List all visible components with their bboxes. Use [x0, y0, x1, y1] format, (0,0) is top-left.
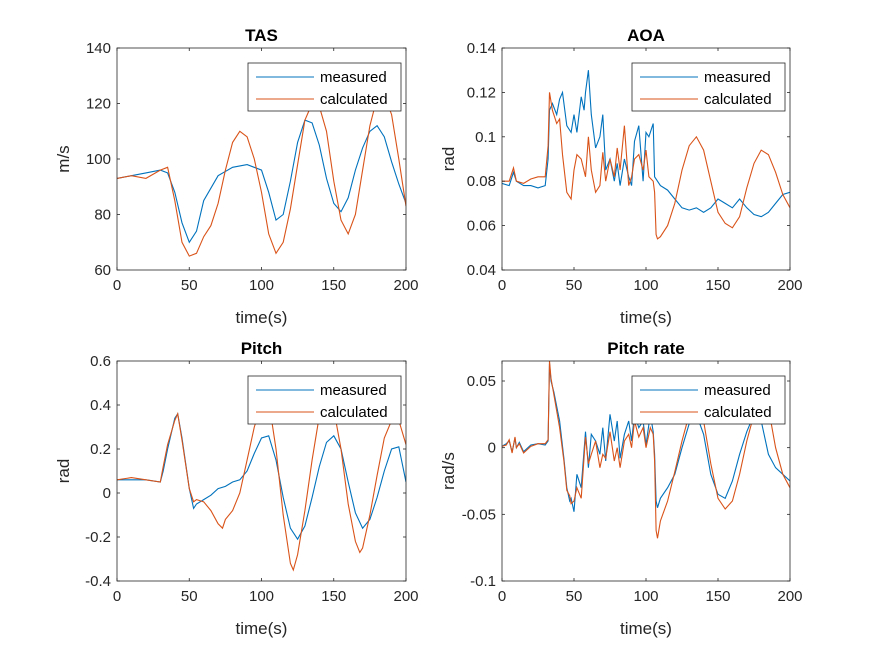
y-tick-label: 80: [94, 207, 111, 224]
y-tick-label: 0.6: [90, 353, 111, 370]
y-tick-label: -0.05: [462, 506, 496, 523]
panel-3: 0 50 100 150 200 -0.1 -0.05 0 0.05 Pitch rate time…: [439, 339, 803, 638]
x-tick-label: 50: [566, 277, 583, 294]
legend: measured calculated: [631, 62, 786, 112]
series-line-calculated: [502, 361, 790, 539]
chart-title: Pitch: [241, 339, 283, 358]
x-tick-label: 100: [633, 277, 658, 294]
x-tick-label: 200: [393, 277, 418, 294]
y-axis-label: m/s: [54, 145, 73, 172]
series-line-calculated: [502, 92, 790, 240]
x-tick-label: 150: [321, 277, 346, 294]
y-tick-label: 0: [488, 440, 496, 457]
x-tick-label: 150: [705, 277, 730, 294]
y-axis-label: rad/s: [439, 452, 458, 490]
x-tick-label: 100: [249, 588, 274, 605]
legend-label-measured: measured: [320, 382, 387, 399]
legend: measured calculated: [631, 375, 786, 425]
legend-label-calculated: calculated: [704, 91, 772, 108]
y-tick-label: 100: [86, 151, 111, 168]
x-tick-label: 200: [777, 277, 802, 294]
legend-label-measured: measured: [704, 69, 771, 86]
y-tick-label: 0: [103, 485, 111, 502]
series-line-measured: [502, 70, 790, 218]
y-tick-label: 60: [94, 262, 111, 279]
y-tick-label: 0.4: [90, 397, 111, 414]
x-tick-label: 50: [181, 588, 198, 605]
y-tick-label: 120: [86, 96, 111, 113]
y-tick-label: 0.14: [467, 40, 496, 57]
y-tick-label: 140: [86, 40, 111, 57]
y-axis-label: rad: [54, 459, 73, 484]
x-tick-label: 50: [566, 588, 583, 605]
x-axis-label: time(s): [236, 308, 288, 327]
panel-0: 0 50 100 150 200 60 80 100 120 140 TAS time(s) m/s me…: [54, 26, 419, 327]
legend: measured calculated: [247, 62, 402, 112]
legend-label-calculated: calculated: [704, 404, 772, 421]
x-axis-label: time(s): [620, 308, 672, 327]
x-tick-label: 0: [113, 588, 121, 605]
y-tick-label: -0.1: [470, 573, 496, 590]
x-tick-label: 100: [249, 277, 274, 294]
x-tick-label: 150: [321, 588, 346, 605]
x-tick-label: 100: [633, 588, 658, 605]
x-tick-label: 0: [113, 277, 121, 294]
x-axis-label: time(s): [236, 619, 288, 638]
y-tick-label: 0.08: [467, 173, 496, 190]
y-tick-label: 0.2: [90, 441, 111, 458]
y-tick-label: 0.1: [475, 129, 496, 146]
y-tick-label: -0.2: [85, 529, 111, 546]
y-tick-label: 0.04: [467, 262, 496, 279]
legend: measured calculated: [247, 375, 402, 425]
legend-label-calculated: calculated: [320, 404, 388, 421]
y-axis-label: rad: [439, 147, 458, 172]
series-line-measured: [502, 363, 790, 512]
y-tick-label: -0.4: [85, 573, 111, 590]
series-line-calculated: [117, 94, 406, 257]
panel-1: 0 50 100 150 200 0.04 0.06 0.08 0.1 0.12 0.14 AOA ti…: [439, 26, 803, 327]
series-line-measured: [117, 119, 406, 244]
y-tick-label: 0.12: [467, 84, 496, 101]
y-tick-label: 0.05: [467, 373, 496, 390]
x-tick-label: 0: [498, 277, 506, 294]
legend-label-calculated: calculated: [320, 91, 388, 108]
chart-title: Pitch rate: [607, 339, 684, 358]
chart-title: TAS: [245, 26, 278, 45]
x-tick-label: 50: [181, 277, 198, 294]
x-tick-label: 0: [498, 588, 506, 605]
x-axis-label: time(s): [620, 619, 672, 638]
panel-2: 0 50 100 150 200 -0.4 -0.2 0 0.2 0.4 0.6 Pitch time(…: [54, 339, 419, 638]
x-tick-label: 150: [705, 588, 730, 605]
legend-label-measured: measured: [704, 382, 771, 399]
x-tick-label: 200: [777, 588, 802, 605]
legend-label-measured: measured: [320, 69, 387, 86]
x-tick-label: 200: [393, 588, 418, 605]
chart-title: AOA: [627, 26, 665, 45]
y-tick-label: 0.06: [467, 218, 496, 235]
